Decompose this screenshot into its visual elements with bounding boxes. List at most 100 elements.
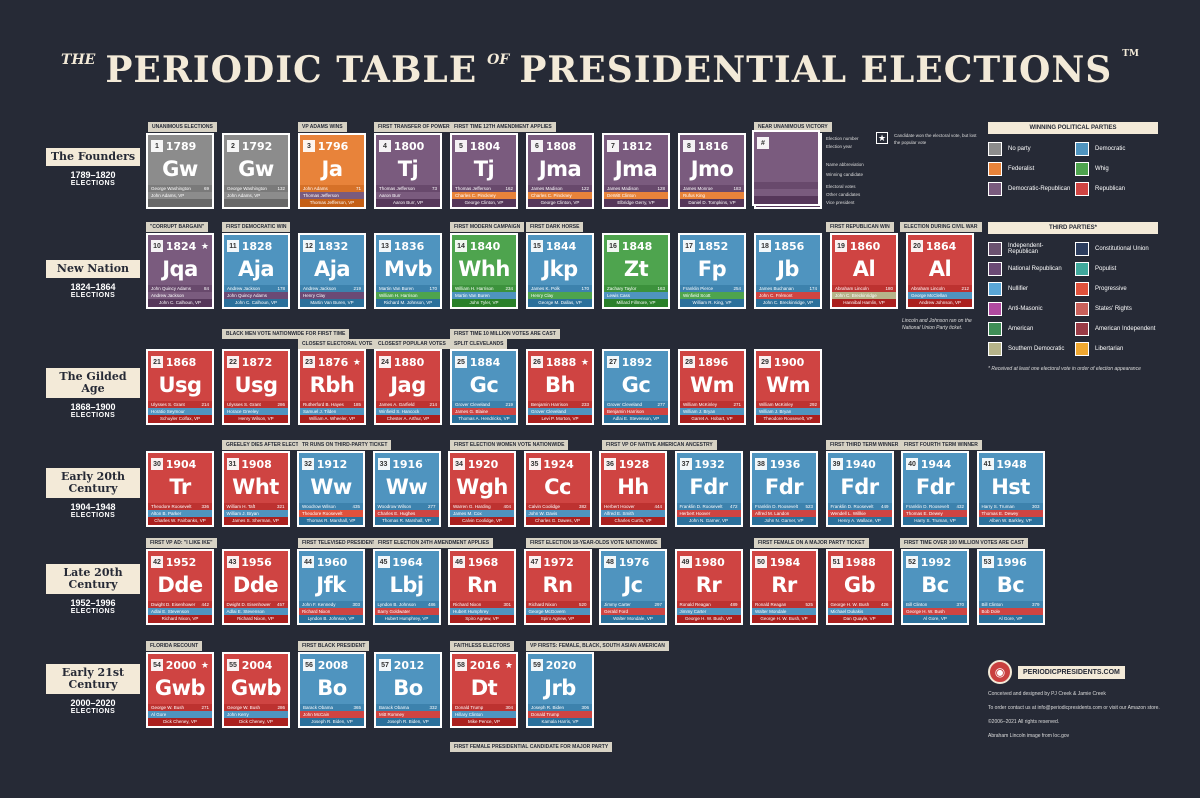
election-card[interactable]: 39 1940 Fdr Franklin D. Roosevelt 449 Wendell… <box>825 451 894 527</box>
winner-row: Franklin D. Roosevelt 432 <box>903 503 967 510</box>
annotation-banner: GREELEY DIES AFTER ELECTION DAY <box>222 440 323 450</box>
election-card[interactable]: 57 2012 Bo Barack Obama 332 Mitt Romney Joseph… <box>374 652 442 728</box>
runner-up-name: Samuel J. Tilden <box>303 409 337 414</box>
legend-label: Whig <box>1095 166 1109 172</box>
election-card[interactable]: 16 1848 Zt Zachary Taylor 163 Lewis Cass Milla… <box>602 233 670 309</box>
name-abbreviation: Rn <box>542 573 573 597</box>
election-card[interactable]: 43 1956 Dde Dwight D. Eisenhower 457 Adlai E.… <box>221 549 290 625</box>
election-card[interactable]: 59 2020 Jrb Joseph R. Biden 306 Donald Trump K… <box>526 652 594 728</box>
election-card[interactable]: 55 2004 Gwb George W. Bush 286 John Kerry Dick… <box>222 652 290 728</box>
election-card[interactable]: 40 1944 Fdr Franklin D. Roosevelt 432 Thomas … <box>901 451 969 527</box>
runner-up-name: Adlai E. Stevenson <box>226 609 265 614</box>
election-card[interactable]: 7 1812 Jma James Madison 128 DeWitt Clinton El… <box>602 133 670 209</box>
legend-swatch <box>988 182 1002 196</box>
election-card[interactable]: 15 1844 Jkp James K. Polk 170 Henry Clay Georg… <box>526 233 594 309</box>
election-card[interactable]: 6 1808 Jma James Madison 122 Charles C. Pinck… <box>526 133 594 209</box>
election-card[interactable]: 45 1964 Lbj Lyndon B. Johnson 486 Barry Goldw… <box>372 549 441 625</box>
election-card[interactable]: 26 1888 ★ Bh Benjamin Harrison 233 Grover Clev… <box>526 349 594 425</box>
election-card[interactable]: 33 1916 Ww Woodrow Wilson 277 Charles E. Hugh… <box>372 451 441 527</box>
card-header: 38 1936 <box>752 453 816 475</box>
election-card[interactable]: 36 1928 Hh Herbert Hoover 444 Alfred E. Smith… <box>599 451 667 527</box>
election-card[interactable]: 54 2000 ★ Gwb George W. Bush 271 Al Gore Dick C… <box>146 652 214 728</box>
legend-swatch <box>988 322 1002 336</box>
runner-up-row: John C. Breckinridge <box>832 292 896 299</box>
election-card[interactable]: 37 1932 Fdr Franklin D. Roosevelt 472 Herbert… <box>674 451 743 527</box>
winner-row: Grover Cleveland 277 <box>604 401 668 408</box>
runner-up-row: William H. Harrison <box>376 292 440 299</box>
election-card[interactable]: 30 1904 Tr Theodore Roosevelt 336 Alton B. Pa… <box>146 451 214 527</box>
election-number: 8 <box>683 140 695 152</box>
electoral-votes: 286 <box>277 402 285 407</box>
election-card[interactable]: 44 1960 Jfk John F. Kennedy 303 Richard Nixon… <box>297 549 365 625</box>
election-card[interactable]: 14 1840 Whh William H. Harrison 234 Martin Va… <box>450 233 518 309</box>
election-card[interactable]: 50 1984 Rr Ronald Reagan 525 Walter Mondale Ge… <box>750 549 818 625</box>
card-header: 5 1804 <box>452 135 516 157</box>
election-card[interactable]: 10 1824 ★ Jqa John Quincy Adams 84 Andrew Jack… <box>146 233 214 309</box>
election-year: 1972 <box>543 555 574 569</box>
winner-name: Franklin D. Roosevelt <box>830 504 874 509</box>
election-card[interactable]: 11 1828 Aja Andrew Jackson 178 John Quincy Ad… <box>222 233 290 309</box>
election-card[interactable]: 34 1920 Wgh Warren G. Harding 404 James M. Co… <box>448 451 516 527</box>
election-card[interactable]: 52 1992 Bc Bill Clinton 370 George H. W. Bush… <box>901 549 969 625</box>
name-abbreviation: Jma <box>538 157 582 181</box>
election-card[interactable]: 32 1912 Ww Woodrow Wilson 435 Theodore Roosev… <box>297 451 365 527</box>
election-card[interactable]: 35 1924 Cc Calvin Coolidge 382 John W. Davis C… <box>523 451 592 527</box>
election-card[interactable]: 29 1900 Wm William McKinley 292 William J. Br… <box>754 349 822 425</box>
card-header: 25 1884 <box>452 351 516 373</box>
election-card[interactable]: 27 1892 Gc Grover Cleveland 277 Benjamin Harr… <box>602 349 670 425</box>
election-card[interactable]: 51 1988 Gb George H. W. Bush 426 Michael Duka… <box>825 549 894 625</box>
election-number: 15 <box>531 240 543 252</box>
election-card[interactable]: 12 1832 Aja Andrew Jackson 219 Henry Clay Mart… <box>298 233 366 309</box>
election-card[interactable]: 46 1968 Rn Richard Nixon 301 Hubert Humphrey S… <box>448 549 516 625</box>
election-year: 1888 <box>545 355 577 369</box>
site-link[interactable]: PERIODICPRESIDENTS.COM <box>1018 665 1125 679</box>
card-rows: Barack Obama 365 John McCain Joseph R. Bide… <box>300 704 364 726</box>
election-card[interactable]: 8 1816 Jmo James Monroe 183 Rufus King Daniel … <box>678 133 746 209</box>
election-card[interactable]: 1 1789 Gw George Washington 69 John Adams, VP <box>146 133 214 209</box>
legend-swatch <box>1075 142 1089 156</box>
election-card[interactable]: 28 1896 Wm William McKinley 271 William J. Br… <box>678 349 746 425</box>
runner-up-name: William H. Harrison <box>379 293 418 298</box>
election-card[interactable]: 48 1976 Jc Jimmy Carter 297 Gerald Ford Walter… <box>599 549 667 625</box>
election-card[interactable]: 20 1864 Al Abraham Lincoln 212 George McClell… <box>906 233 974 309</box>
election-card[interactable]: 5 1804 Tj Thomas Jefferson 162 Charles C. Pin… <box>450 133 518 209</box>
runner-up-name: William J. Bryan <box>759 409 792 414</box>
election-card[interactable]: 47 1972 Rn Richard Nixon 520 George McGovern S… <box>523 549 592 625</box>
election-card[interactable]: 42 1952 Dde Dwight D. Eisenhower 442 Adlai E.… <box>146 549 214 625</box>
election-card[interactable]: 3 1796 Ja John Adams 71 Thomas Jefferson Thoma… <box>298 133 366 209</box>
winner-row: Warren G. Harding 404 <box>450 503 514 510</box>
election-card[interactable]: 18 1856 Jb James Buchanan 174 John C. Frémont… <box>754 233 822 309</box>
election-card[interactable]: 2 1792 Gw George Washington 132 John Adams, V… <box>222 133 290 209</box>
election-card[interactable]: 21 1868 Usg Ulysses S. Grant 214 Horatio Seym… <box>146 349 214 425</box>
runner-up-row: Michael Dukakis <box>827 608 892 615</box>
election-card[interactable]: 25 1884 Gc Grover Cleveland 219 James G. Blai… <box>450 349 518 425</box>
election-card[interactable]: 23 1876 ★ Rbh Rutherford B. Hayes 185 Samuel J… <box>298 349 366 425</box>
vice-president: Alben W. Barkley, VP <box>978 517 1043 525</box>
election-card[interactable]: 31 1908 Wht William H. Taft 321 William J. Br… <box>221 451 290 527</box>
election-card[interactable]: 38 1936 Fdr Franklin D. Roosevelt 523 Alfred … <box>750 451 818 527</box>
election-card[interactable]: 56 2008 Bo Barack Obama 365 John McCain Joseph… <box>298 652 366 728</box>
title-the: THE <box>61 52 96 68</box>
card-header: 15 1844 <box>528 235 592 257</box>
election-card[interactable]: 41 1948 Hst Harry S. Truman 303 Thomas E. Dew… <box>976 451 1045 527</box>
card-rows: Ulysses S. Grant 214 Horatio Seymour Schuyl… <box>148 401 212 423</box>
election-card[interactable]: 19 1860 Al Abraham Lincoln 180 John C. Brecki… <box>830 233 898 309</box>
election-card[interactable]: 53 1996 Bc Bill Clinton 379 Bob Dole Al Gore, … <box>976 549 1045 625</box>
electoral-votes: 277 <box>427 504 436 509</box>
election-card[interactable]: 13 1836 Mvb Martin Van Buren 170 William H. H… <box>374 233 442 309</box>
election-number: 57 <box>379 659 391 671</box>
electoral-votes: 370 <box>956 602 964 607</box>
electoral-votes: 404 <box>503 504 511 509</box>
election-card[interactable]: 58 2016 ★ Dt Donald Trump 304 Hillary Clinton M… <box>450 652 518 728</box>
election-card[interactable]: 22 1872 Usg Ulysses S. Grant 286 Horace Greel… <box>222 349 290 425</box>
election-card[interactable]: 49 1980 Rr Ronald Reagan 489 Jimmy Carter Geor… <box>674 549 743 625</box>
election-card[interactable]: 24 1880 Jag James A. Garfield 214 Winfield S.… <box>374 349 442 425</box>
card-rows: Barack Obama 332 Mitt Romney Joseph R. Bide… <box>376 704 440 726</box>
runner-up-row: Mitt Romney <box>376 711 440 718</box>
electoral-votes: 336 <box>201 504 209 509</box>
card-header: 55 2004 <box>224 654 288 676</box>
election-card[interactable]: 17 1852 Fp Franklin Pierce 254 Winfield Scott… <box>678 233 746 309</box>
election-year: 1940 <box>845 457 876 471</box>
winner-name: Abraham Lincoln <box>835 286 869 291</box>
election-card[interactable]: 4 1800 Tj Thomas Jefferson 73 Aaron Burr Aaron… <box>374 133 442 209</box>
